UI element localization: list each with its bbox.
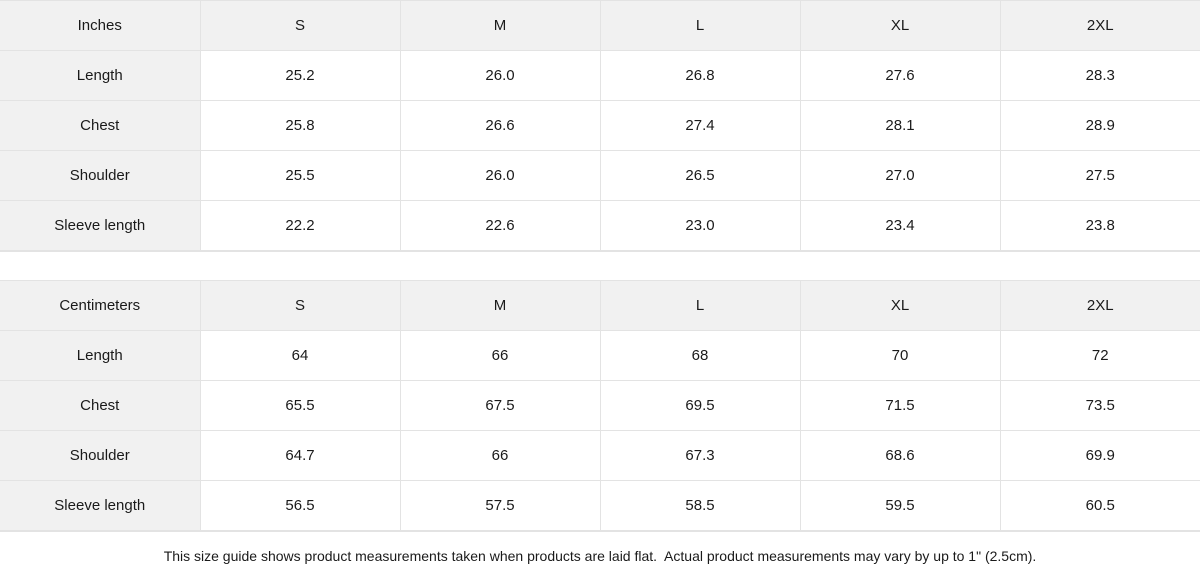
cell-sleeve-length-s: 56.5 (199, 480, 401, 532)
cell-chest-l: 69.5 (599, 380, 801, 432)
footnote-text: This size guide shows product measuremen… (163, 548, 1037, 565)
cell-shoulder-l: 67.3 (599, 430, 801, 482)
row-label-length: Length (0, 50, 201, 101)
table-row: Length 25.2 26.0 26.8 27.6 28.3 (0, 50, 1200, 101)
cell-length-2xl: 72 (999, 330, 1200, 382)
size-table-inches: Inches S M L XL 2XL Length 25.2 26.0 26.… (0, 0, 1200, 251)
cell-shoulder-m: 26.0 (399, 150, 601, 201)
cell-sleeve-length-l: 58.5 (599, 480, 801, 532)
cell-sleeve-length-l: 23.0 (599, 200, 801, 251)
table-header-row: Inches S M L XL 2XL (0, 0, 1200, 51)
size-header-2xl: 2XL (999, 0, 1200, 51)
cell-length-xl: 27.6 (799, 50, 1001, 101)
size-table-centimeters-head: Centimeters S M L XL 2XL (0, 280, 1200, 332)
cell-shoulder-s: 64.7 (199, 430, 401, 482)
cell-chest-xl: 28.1 (799, 100, 1001, 151)
cell-chest-2xl: 28.9 (999, 100, 1200, 151)
size-table-centimeters: Centimeters S M L XL 2XL Length 64 66 68… (0, 280, 1200, 532)
cell-length-l: 68 (599, 330, 801, 382)
cell-shoulder-xl: 27.0 (799, 150, 1001, 201)
table-row: Sleeve length 22.2 22.6 23.0 23.4 23.8 (0, 200, 1200, 251)
size-header-m: M (399, 0, 601, 51)
cell-shoulder-2xl: 69.9 (999, 430, 1200, 482)
table-header-row: Centimeters S M L XL 2XL (0, 280, 1200, 332)
size-guide-footnote: This size guide shows product measuremen… (0, 531, 1200, 580)
table-row: Sleeve length 56.5 57.5 58.5 59.5 60.5 (0, 480, 1200, 532)
size-table-centimeters-body: Length 64 66 68 70 72 Chest 65.5 67.5 69… (0, 330, 1200, 532)
size-header-xl: XL (799, 0, 1001, 51)
row-label-shoulder: Shoulder (0, 150, 201, 201)
cell-chest-xl: 71.5 (799, 380, 1001, 432)
row-label-chest: Chest (0, 100, 201, 151)
cell-sleeve-length-xl: 59.5 (799, 480, 1001, 532)
row-label-shoulder: Shoulder (0, 430, 201, 482)
size-header-s: S (199, 0, 401, 51)
cell-length-s: 25.2 (199, 50, 401, 101)
cell-shoulder-2xl: 27.5 (999, 150, 1200, 201)
cell-sleeve-length-2xl: 60.5 (999, 480, 1200, 532)
cell-length-l: 26.8 (599, 50, 801, 101)
size-header-m: M (399, 280, 601, 332)
row-label-sleeve-length: Sleeve length (0, 200, 201, 251)
cell-sleeve-length-s: 22.2 (199, 200, 401, 251)
cell-sleeve-length-m: 22.6 (399, 200, 601, 251)
cell-chest-m: 67.5 (399, 380, 601, 432)
cell-shoulder-l: 26.5 (599, 150, 801, 201)
cell-sleeve-length-xl: 23.4 (799, 200, 1001, 251)
size-table-inches-head: Inches S M L XL 2XL (0, 0, 1200, 51)
row-label-chest: Chest (0, 380, 201, 432)
cell-sleeve-length-2xl: 23.8 (999, 200, 1200, 251)
table-row: Chest 65.5 67.5 69.5 71.5 73.5 (0, 380, 1200, 432)
cell-length-s: 64 (199, 330, 401, 382)
cell-shoulder-s: 25.5 (199, 150, 401, 201)
cell-length-xl: 70 (799, 330, 1001, 382)
row-label-sleeve-length: Sleeve length (0, 480, 201, 532)
cell-length-m: 26.0 (399, 50, 601, 101)
cell-sleeve-length-m: 57.5 (399, 480, 601, 532)
cell-length-2xl: 28.3 (999, 50, 1200, 101)
unit-label-inches: Inches (0, 0, 201, 51)
table-row: Shoulder 64.7 66 67.3 68.6 69.9 (0, 430, 1200, 482)
table-row: Chest 25.8 26.6 27.4 28.1 28.9 (0, 100, 1200, 151)
size-header-l: L (599, 0, 801, 51)
size-header-s: S (199, 280, 401, 332)
cell-shoulder-xl: 68.6 (799, 430, 1001, 482)
unit-label-centimeters: Centimeters (0, 280, 201, 332)
table-spacer (0, 251, 1200, 281)
cell-chest-l: 27.4 (599, 100, 801, 151)
cell-length-m: 66 (399, 330, 601, 382)
cell-shoulder-m: 66 (399, 430, 601, 482)
table-row: Length 64 66 68 70 72 (0, 330, 1200, 382)
cell-chest-2xl: 73.5 (999, 380, 1200, 432)
size-header-2xl: 2XL (999, 280, 1200, 332)
size-header-l: L (599, 280, 801, 332)
size-table-inches-body: Length 25.2 26.0 26.8 27.6 28.3 Chest 25… (0, 50, 1200, 251)
cell-chest-s: 65.5 (199, 380, 401, 432)
row-label-length: Length (0, 330, 201, 382)
cell-chest-s: 25.8 (199, 100, 401, 151)
cell-chest-m: 26.6 (399, 100, 601, 151)
table-row: Shoulder 25.5 26.0 26.5 27.0 27.5 (0, 150, 1200, 201)
size-header-xl: XL (799, 280, 1001, 332)
